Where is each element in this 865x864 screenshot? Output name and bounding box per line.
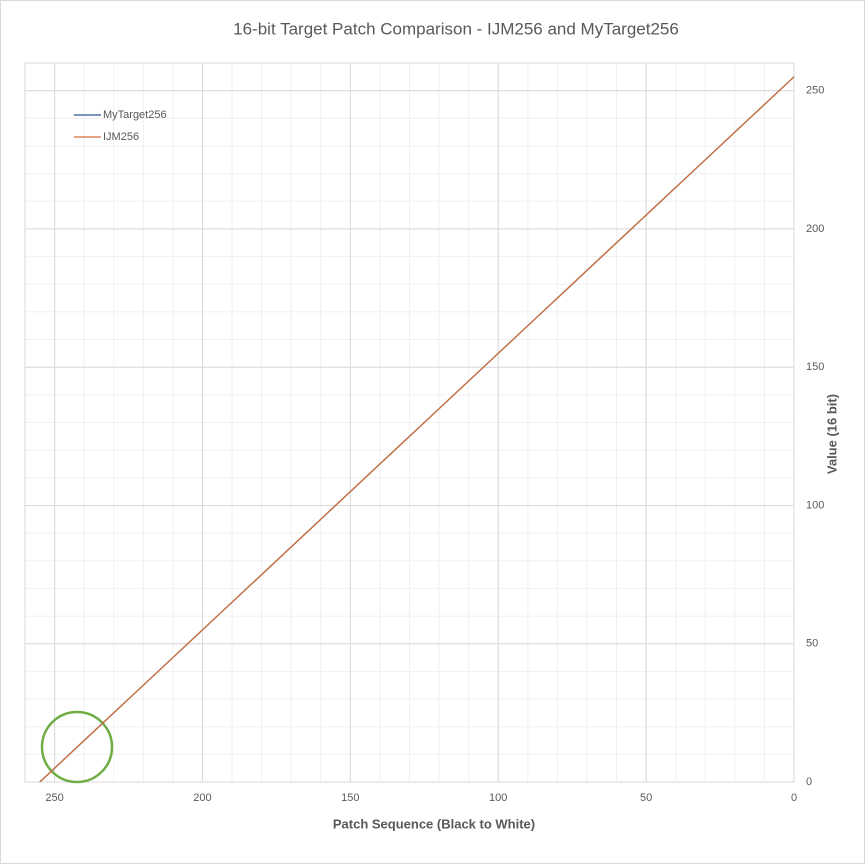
y-axis-title: Value (16 bit) xyxy=(824,394,839,474)
chart-title: 16-bit Target Patch Comparison - IJM256 … xyxy=(233,19,679,38)
x-axis-title: Patch Sequence (Black to White) xyxy=(333,816,535,831)
x-tick-label: 0 xyxy=(791,792,797,804)
y-tick-label: 0 xyxy=(806,776,812,788)
legend-label: IJM256 xyxy=(103,131,139,143)
x-tick-label: 50 xyxy=(640,792,652,804)
y-tick-label: 200 xyxy=(806,223,824,235)
highlight-circle xyxy=(40,710,114,784)
grid xyxy=(24,62,795,783)
x-tick-label: 150 xyxy=(341,792,359,804)
plot-area xyxy=(24,62,795,783)
y-tick-label: 250 xyxy=(806,85,824,97)
x-tick-label: 100 xyxy=(489,792,507,804)
legend-label: MyTarget256 xyxy=(103,109,167,121)
y-tick-label: 150 xyxy=(806,361,824,373)
y-tick-label: 50 xyxy=(806,638,818,650)
x-tick-label: 250 xyxy=(45,792,63,804)
x-tick-label: 200 xyxy=(193,792,211,804)
data-line xyxy=(39,76,795,783)
y-tick-label: 100 xyxy=(806,499,824,511)
